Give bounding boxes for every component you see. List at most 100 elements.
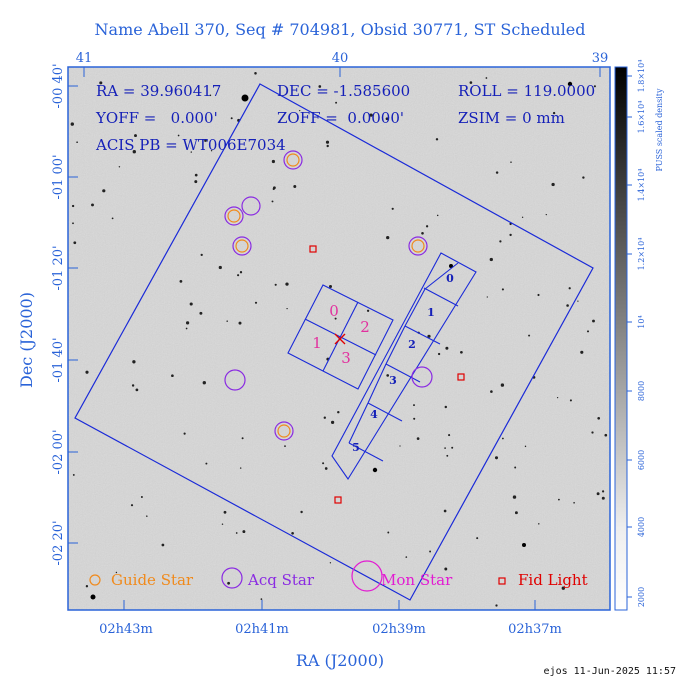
field-star: [326, 144, 329, 148]
colorbar-ticks: 2000 4000 6000 8000 10⁴ 1.2×10⁴ 1.4×10⁴ 1.6×10⁴…: [627, 60, 646, 607]
field-star: [204, 139, 207, 142]
bright-star: [449, 264, 453, 268]
field-star: [279, 120, 281, 122]
field-star: [366, 309, 370, 312]
field-star: [489, 257, 493, 262]
field-star: [509, 233, 512, 237]
field-star: [556, 396, 559, 399]
colorbar-tick-label: 4000: [637, 517, 646, 537]
field-star: [146, 515, 148, 517]
info-zoff: ZOFF = 0.0000': [277, 109, 404, 127]
field-star: [254, 301, 258, 304]
fid-lights: [309, 245, 465, 504]
field-star: [552, 111, 556, 115]
field-star: [528, 334, 531, 337]
field-star: [510, 161, 512, 163]
field-star: [239, 271, 243, 274]
x-axis-label: RA (J2000): [296, 651, 384, 670]
field-star: [238, 321, 242, 325]
field-star: [85, 370, 89, 374]
field-star: [558, 498, 560, 501]
left-tick-0200: -02 00': [51, 429, 66, 474]
field-star: [524, 445, 527, 448]
legend-mon-label: Mon Star: [381, 571, 453, 589]
field-star: [405, 556, 408, 558]
bottom-tick-02h37m: 02h37m: [508, 622, 562, 637]
field-star: [274, 283, 277, 286]
field-star: [209, 94, 212, 97]
info-ra: RA = 39.960417: [96, 82, 221, 100]
field-star: [601, 490, 605, 493]
field-star: [299, 109, 301, 112]
field-star: [413, 417, 416, 420]
field-star: [445, 346, 449, 350]
field-star: [223, 510, 227, 514]
field-star: [323, 416, 326, 419]
colorbar-label: PUSS scaled density: [655, 88, 664, 172]
colorbar-tick-label: 2000: [637, 587, 646, 607]
field-star: [495, 171, 499, 174]
field-star: [596, 492, 600, 496]
legend-fid-label: Fid Light: [518, 571, 588, 589]
chart-title: Name Abell 370, Seq # 704981, Obsid 3077…: [95, 20, 586, 39]
field-star: [421, 232, 424, 235]
info-dec: DEC = -1.585600: [277, 82, 410, 100]
acis-s-chip-1: 1: [427, 306, 435, 319]
colorbar: 2000 4000 6000 8000 10⁴ 1.2×10⁴ 1.4×10⁴ 1.6×10⁴…: [614, 60, 664, 611]
field-star: [210, 150, 213, 152]
field-star: [521, 216, 524, 218]
field-star: [490, 390, 493, 393]
field-star: [221, 523, 224, 525]
field-star: [545, 213, 547, 216]
guide-stars: [224, 150, 428, 441]
info-yoff: YOFF = 0.000': [95, 109, 218, 127]
field-star: [469, 81, 473, 84]
field-star: [242, 530, 246, 534]
field-star: [200, 253, 203, 257]
field-star: [194, 180, 198, 184]
field-star: [115, 571, 118, 574]
left-tick-0220: -02 20': [51, 520, 66, 565]
field-star: [501, 288, 504, 291]
field-stars: [70, 72, 608, 607]
bottom-tick-02h43m: 02h43m: [99, 622, 153, 637]
field-star: [131, 384, 135, 387]
field-star: [537, 293, 540, 297]
field-star: [604, 433, 608, 437]
info-acis: ACIS PB = WT006E7034: [95, 136, 286, 154]
field-star: [435, 138, 439, 141]
acis-i-chips: [287, 284, 394, 390]
field-star: [446, 454, 449, 457]
field-star: [582, 176, 585, 179]
bottom-tick-02h39m: 02h39m: [372, 622, 426, 637]
field-star: [185, 321, 190, 325]
field-star: [286, 307, 288, 310]
field-star: [580, 350, 584, 354]
aimpoint-cross-icon: [334, 333, 346, 345]
field-star: [171, 374, 174, 378]
field-star: [586, 330, 590, 333]
field-star: [218, 265, 222, 270]
field-star: [436, 214, 439, 217]
field-star: [177, 134, 180, 137]
field-star: [102, 189, 106, 193]
legend-guide-label: Guide Star: [111, 571, 194, 589]
field-star: [444, 567, 448, 571]
field-star: [451, 446, 454, 449]
field-star: [73, 241, 77, 245]
field-star: [495, 604, 498, 607]
field-star: [271, 159, 275, 164]
field-star: [70, 122, 74, 126]
colorbar-tick-label: 10⁴: [637, 315, 646, 328]
field-star: [427, 334, 431, 338]
field-star: [448, 434, 451, 437]
field-star: [485, 77, 488, 79]
field-star: [334, 317, 337, 320]
top-tick-40: 40: [332, 51, 349, 66]
colorbar-tick-label: 1.2×10⁴: [637, 238, 646, 271]
acis-s-chips: [331, 252, 477, 481]
bright-star: [567, 81, 573, 87]
field-star: [272, 187, 275, 191]
acis-i-chip-2: 2: [360, 318, 370, 336]
